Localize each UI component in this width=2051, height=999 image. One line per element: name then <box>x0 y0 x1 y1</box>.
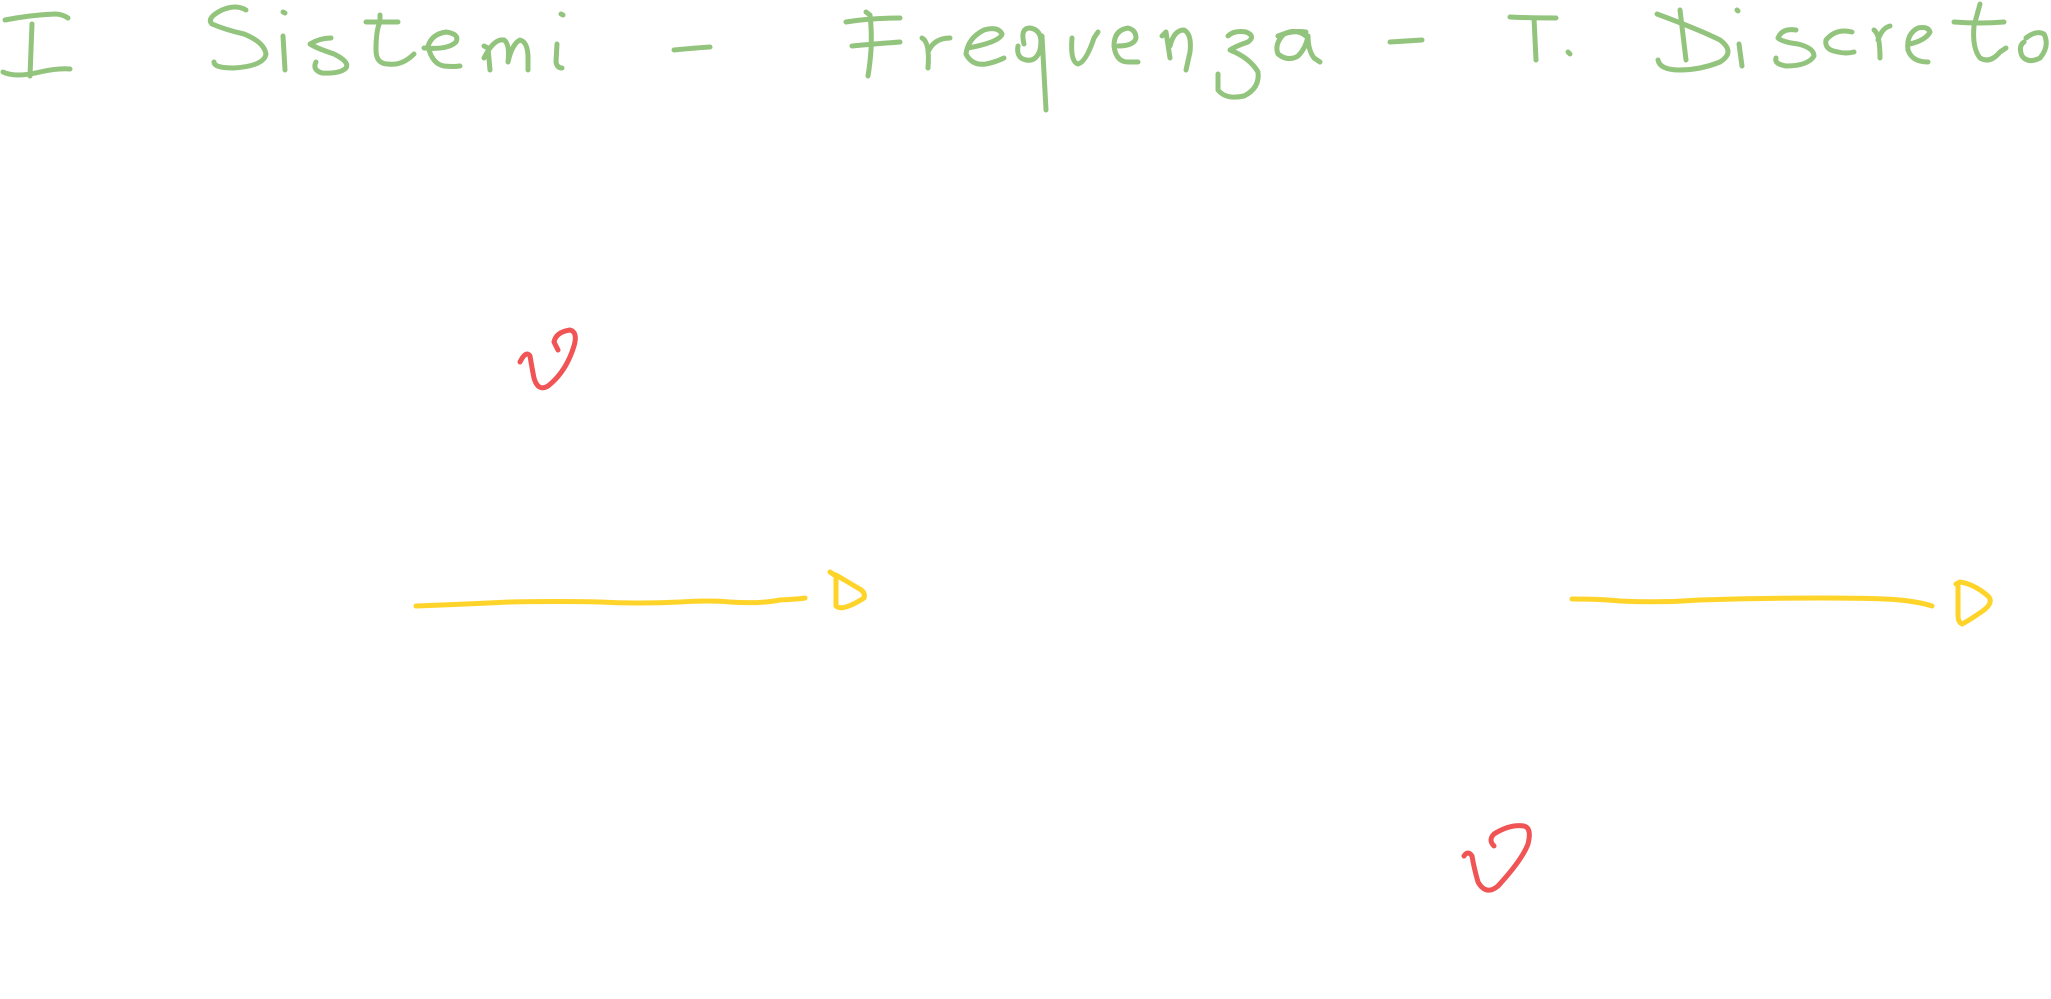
arrow-right <box>1569 579 1993 627</box>
theta-symbol-upper <box>517 327 578 391</box>
arrow-left <box>413 569 867 611</box>
arrow-left-head <box>827 569 867 611</box>
arrow-right-head <box>1953 579 1993 627</box>
handwritten-title <box>0 1 2049 113</box>
arrow-left-shaft <box>413 595 808 609</box>
arrow-right-shaft <box>1569 595 1935 609</box>
theta-symbol-lower <box>1461 823 1532 893</box>
